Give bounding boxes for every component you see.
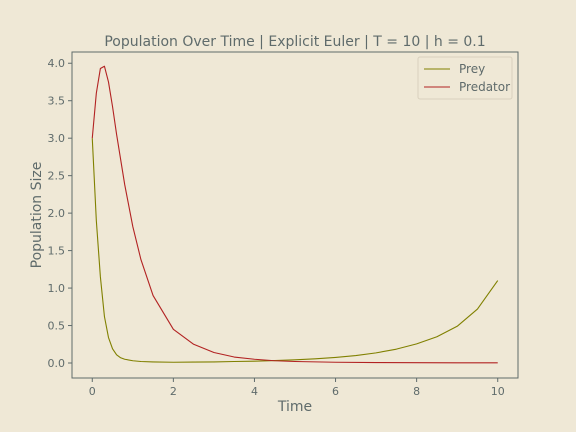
- series-line-prey: [91, 138, 499, 363]
- series-line-predator: [91, 65, 498, 364]
- y-tick-label: 4.0: [48, 57, 66, 70]
- x-tick-label: 6: [332, 385, 339, 398]
- x-tick-label: 8: [413, 385, 420, 398]
- legend-label-predator: Predator: [459, 80, 510, 94]
- y-axis-ticks: 0.0 0.5 1.0 1.5 2.0 2.5 3.0 3.5 4.0: [48, 57, 72, 370]
- plot-frame: [71, 51, 519, 379]
- y-tick-label: 2.0: [48, 207, 66, 220]
- x-tick-label: 4: [251, 385, 258, 398]
- x-tick-label: 10: [491, 385, 505, 398]
- y-tick-label: 3.5: [48, 95, 66, 108]
- y-tick-label: 3.0: [48, 132, 66, 145]
- series-layer: [91, 65, 499, 364]
- x-axis-label: Time: [277, 399, 312, 415]
- y-tick-label: 1.0: [48, 282, 66, 295]
- legend: Prey Predator: [417, 56, 513, 100]
- x-tick-label: 0: [89, 385, 96, 398]
- x-tick-label: 2: [170, 385, 177, 398]
- plot-area: [71, 51, 519, 379]
- chart-title: Population Over Time | Explicit Euler | …: [104, 34, 485, 50]
- y-tick-label: 0.0: [48, 357, 66, 370]
- legend-box: [417, 56, 513, 100]
- legend-label-prey: Prey: [459, 62, 485, 76]
- y-tick-label: 1.5: [48, 245, 66, 258]
- y-axis-label: Population Size: [29, 162, 45, 269]
- y-tick-label: 2.5: [48, 170, 66, 183]
- y-tick-label: 0.5: [48, 320, 66, 333]
- x-axis-ticks: 0 2 4 6 8 10: [89, 378, 505, 398]
